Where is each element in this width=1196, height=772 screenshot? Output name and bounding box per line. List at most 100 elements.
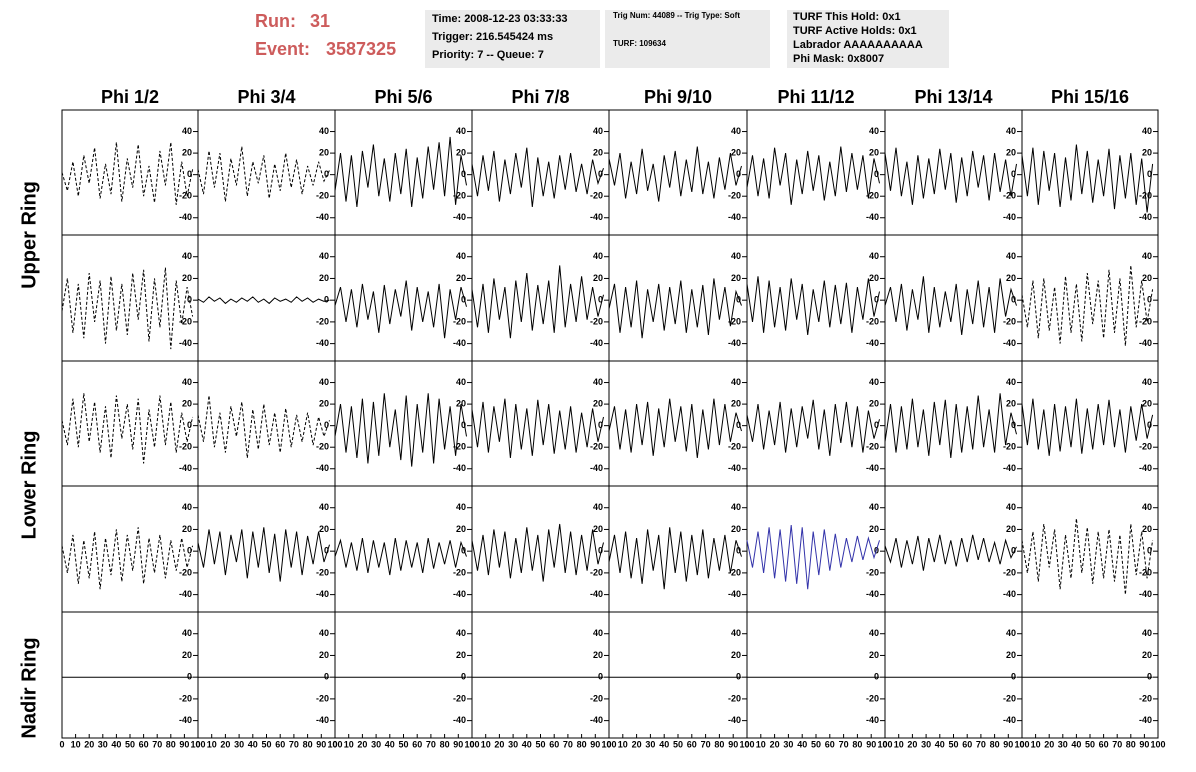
- y-tick-label: -40: [590, 589, 603, 599]
- y-tick-label: 0: [874, 420, 879, 430]
- y-tick-label: -20: [1003, 316, 1016, 326]
- waveform: [1021, 398, 1154, 456]
- y-tick-label: -40: [590, 212, 603, 222]
- x-tick-label: 10: [207, 739, 217, 749]
- y-tick-label: 0: [187, 672, 192, 682]
- y-tick-label: 0: [324, 169, 329, 179]
- y-tick-label: 40: [182, 377, 192, 387]
- waveform: [61, 527, 194, 590]
- y-tick-label: 40: [319, 251, 329, 261]
- y-tick-label: 20: [869, 147, 879, 157]
- x-tick-label: 90: [866, 739, 876, 749]
- x-tick-label: 10: [481, 739, 491, 749]
- y-tick-label: 40: [593, 377, 603, 387]
- y-tick-label: 0: [187, 420, 192, 430]
- y-tick-label: -20: [316, 567, 329, 577]
- y-tick-label: 20: [319, 650, 329, 660]
- y-tick-label: -40: [728, 338, 741, 348]
- y-tick-label: 20: [182, 524, 192, 534]
- y-tick-label: 0: [1011, 420, 1016, 430]
- info-box: [425, 10, 600, 68]
- x-tick-label: 90: [179, 739, 189, 749]
- y-tick-label: -40: [866, 715, 879, 725]
- y-tick-label: -20: [866, 442, 879, 452]
- y-tick-label: -20: [1139, 442, 1152, 452]
- x-tick-label: 10: [344, 739, 354, 749]
- y-tick-label: -40: [728, 212, 741, 222]
- x-tick-label: 0: [195, 739, 200, 749]
- y-tick-label: 20: [593, 524, 603, 534]
- x-tick-label: 10: [894, 739, 904, 749]
- y-tick-label: 20: [456, 273, 466, 283]
- y-tick-label: 40: [456, 628, 466, 638]
- x-tick-label: 60: [1099, 739, 1109, 749]
- x-tick-label: 40: [385, 739, 395, 749]
- y-tick-label: 40: [593, 126, 603, 136]
- y-tick-label: 40: [731, 628, 741, 638]
- y-tick-label: 40: [731, 251, 741, 261]
- y-tick-label: 0: [736, 672, 741, 682]
- y-tick-label: 20: [593, 273, 603, 283]
- y-tick-label: 20: [593, 398, 603, 408]
- ring-label: Lower Ring: [18, 431, 40, 540]
- y-tick-label: 0: [1011, 672, 1016, 682]
- x-tick-label: 50: [1085, 739, 1095, 749]
- waveform: [884, 534, 1017, 571]
- column-title: Phi 11/12: [777, 87, 854, 107]
- waveform: [1021, 265, 1154, 346]
- y-tick-label: -20: [179, 316, 192, 326]
- waveform: [608, 278, 742, 339]
- waveform: [61, 267, 194, 350]
- y-tick-label: 20: [731, 524, 741, 534]
- y-tick-label: 20: [182, 147, 192, 157]
- y-tick-label: -20: [453, 442, 466, 452]
- y-tick-label: 0: [598, 420, 603, 430]
- y-tick-label: 40: [319, 377, 329, 387]
- y-tick-label: -20: [1139, 693, 1152, 703]
- y-tick-label: -40: [866, 338, 879, 348]
- y-tick-label: 0: [1147, 420, 1152, 430]
- y-tick-label: 40: [182, 251, 192, 261]
- y-tick-label: -40: [866, 463, 879, 473]
- waveform: [334, 280, 467, 339]
- column-title: Phi 15/16: [1051, 87, 1129, 107]
- y-tick-label: -40: [1003, 338, 1016, 348]
- y-tick-label: 20: [869, 524, 879, 534]
- y-tick-label: -20: [590, 191, 603, 201]
- x-tick-label: 50: [948, 739, 958, 749]
- y-tick-label: 40: [182, 502, 192, 512]
- y-tick-label: -40: [179, 212, 192, 222]
- x-tick-label: 20: [357, 739, 367, 749]
- y-tick-label: -40: [1003, 715, 1016, 725]
- info-line: TURF Active Holds: 0x1: [793, 25, 917, 37]
- y-tick-label: 40: [593, 251, 603, 261]
- info-line: Phi Mask: 0x8007: [793, 53, 884, 65]
- x-tick-label: 80: [577, 739, 587, 749]
- y-tick-label: 0: [461, 169, 466, 179]
- info-line: Trigger: 216.545424 ms: [432, 31, 553, 43]
- y-tick-label: 0: [187, 169, 192, 179]
- y-tick-label: -40: [590, 463, 603, 473]
- y-tick-label: 20: [319, 147, 329, 157]
- y-tick-label: 20: [593, 650, 603, 660]
- y-tick-label: 40: [456, 126, 466, 136]
- run-value: 31: [310, 11, 330, 31]
- y-tick-label: 40: [1006, 502, 1016, 512]
- x-tick-label: 80: [852, 739, 862, 749]
- y-tick-label: 20: [1006, 524, 1016, 534]
- y-tick-label: 20: [182, 398, 192, 408]
- x-tick-label: 60: [139, 739, 149, 749]
- y-tick-label: -20: [866, 567, 879, 577]
- y-tick-label: -40: [316, 212, 329, 222]
- y-tick-label: -40: [1003, 463, 1016, 473]
- column-title: Phi 13/14: [914, 87, 992, 107]
- x-tick-label: 80: [990, 739, 1000, 749]
- y-tick-label: 40: [1142, 502, 1152, 512]
- x-tick-label: 60: [412, 739, 422, 749]
- x-tick-label: 0: [882, 739, 887, 749]
- y-tick-label: -40: [453, 589, 466, 599]
- y-tick-label: 0: [598, 672, 603, 682]
- y-tick-label: 0: [1147, 169, 1152, 179]
- y-tick-label: -20: [179, 191, 192, 201]
